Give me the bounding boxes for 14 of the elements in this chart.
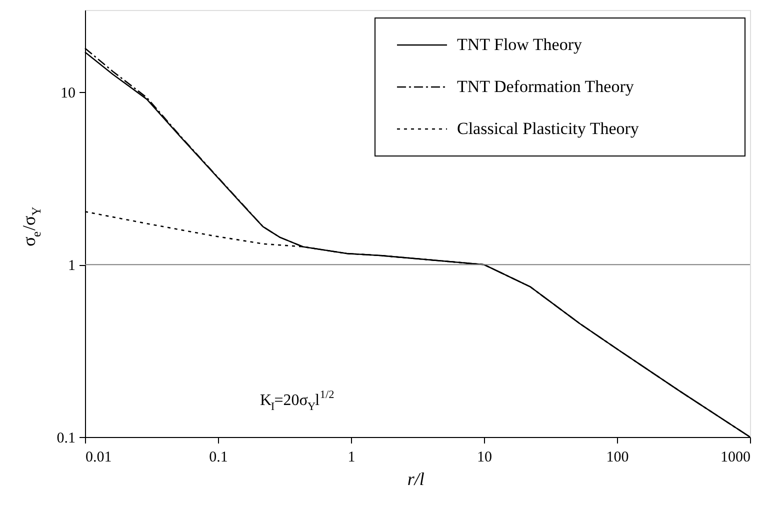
x-tick-label: 100 [606,450,629,466]
x-tick-label: 0.01 [86,450,112,466]
x-tick-label: 0.1 [209,450,228,466]
legend-label: Classical Plasticity Theory [457,119,640,138]
y-tick-label: 1 [68,258,76,274]
y-tick-label: 0.1 [56,430,76,446]
x-tick-label: 10 [477,450,492,466]
y-tick-label: 10 [60,86,76,102]
legend-label: TNT Deformation Theory [457,77,634,96]
x-tick-label: 1000 [720,450,750,466]
legend-label: TNT Flow Theory [457,35,582,54]
y-axis-title: σe/σY [19,206,44,246]
x-axis-title: r/l [407,469,424,489]
x-tick-label: 1 [348,450,356,466]
